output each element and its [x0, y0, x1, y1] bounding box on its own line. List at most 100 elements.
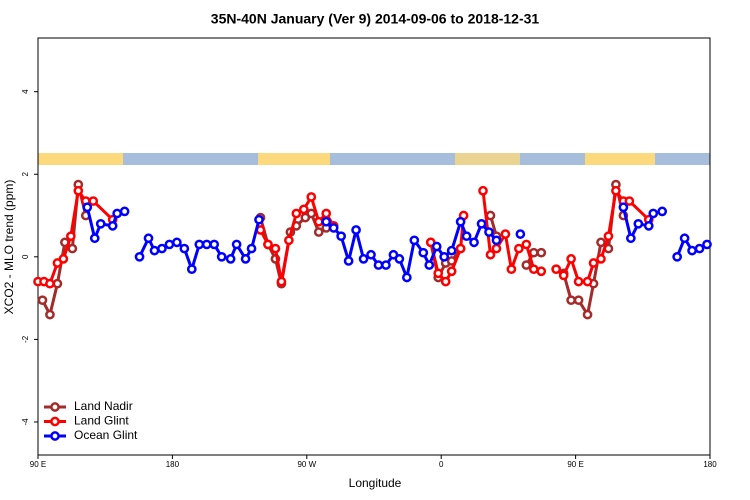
data-point [254, 214, 264, 225]
data-point [366, 249, 376, 260]
y-tick-label: 4 [21, 89, 30, 94]
data-point [358, 254, 369, 264]
data-point [588, 258, 599, 268]
data-point [45, 309, 55, 320]
data-point [439, 251, 450, 262]
data-point [582, 276, 593, 287]
data-point [566, 254, 576, 264]
map-strip [38, 153, 710, 165]
data-point [476, 218, 487, 229]
data-point [446, 266, 457, 277]
data-point [648, 208, 659, 219]
data-point [485, 249, 496, 260]
data-point [201, 239, 212, 250]
data-point [270, 243, 281, 254]
legend-marker [50, 402, 60, 412]
data-point [491, 243, 502, 254]
data-point [484, 227, 494, 237]
data-point [119, 206, 130, 217]
data-point [328, 223, 339, 233]
data-point [536, 266, 547, 277]
data-point [573, 276, 584, 287]
legend-label: Land Nadir [74, 399, 133, 413]
data-point [284, 235, 294, 246]
data-point [431, 241, 442, 252]
legend-label: Land Glint [74, 414, 129, 428]
x-tick-label: 180 [166, 460, 180, 469]
data-point [321, 216, 332, 227]
data-point [478, 185, 488, 196]
data-point [566, 295, 576, 306]
data-point [506, 264, 517, 275]
data-point [67, 243, 78, 254]
data-point [276, 276, 287, 287]
data-point [672, 251, 682, 262]
map-land [455, 153, 520, 165]
data-point [624, 196, 635, 206]
data-point [455, 216, 466, 227]
data-point [321, 208, 332, 219]
map-land [258, 153, 330, 165]
data-point [596, 237, 606, 248]
data-point [558, 270, 569, 281]
data-point [351, 225, 361, 235]
data-point [603, 231, 614, 242]
data-point [491, 235, 502, 246]
y-tick-label: -4 [21, 418, 30, 426]
data-point [618, 202, 629, 213]
data-point [66, 231, 76, 242]
x-tick-label: 90 E [567, 460, 583, 469]
data-point [573, 295, 584, 306]
data-point [611, 185, 621, 196]
data-point [164, 239, 175, 250]
data-point [107, 221, 118, 231]
data-point [263, 239, 273, 250]
data-point [469, 237, 479, 248]
data-point [172, 237, 182, 248]
map-ocean [38, 153, 710, 165]
data-point [240, 254, 251, 264]
data-point [45, 278, 55, 289]
data-point [694, 243, 705, 254]
data-point [306, 208, 317, 219]
x-tick-label: 0 [439, 460, 444, 469]
x-tick-label: 90 W [297, 460, 316, 469]
data-point [291, 208, 302, 219]
data-point [536, 247, 547, 258]
data-point [313, 216, 324, 227]
data-point [500, 229, 511, 239]
data-point [209, 239, 220, 250]
data-point [298, 204, 309, 215]
map-land [38, 153, 123, 165]
data-point [596, 254, 606, 264]
map-land [585, 153, 655, 165]
data-point [381, 260, 391, 270]
data-point [89, 233, 100, 244]
data-point [551, 264, 562, 275]
data-point [52, 278, 63, 289]
y-axis-label: XCO2 - MLO trend (ppm) [2, 180, 16, 315]
data-point [657, 206, 668, 217]
data-point [179, 243, 190, 254]
data-point [528, 247, 539, 258]
data-point [95, 218, 106, 229]
data-point [440, 276, 451, 287]
data-point [433, 268, 444, 279]
data-point [687, 245, 697, 256]
data-point [582, 309, 593, 320]
data-point [424, 260, 435, 270]
data-point [149, 245, 160, 256]
y-tick-label: 2 [21, 171, 30, 176]
data-point [112, 208, 122, 219]
data-point [143, 233, 154, 244]
data-point [455, 243, 466, 254]
data-point [313, 227, 324, 237]
data-point [702, 239, 712, 250]
x-tick-label: 90 E [30, 460, 46, 469]
data-point [515, 229, 526, 239]
data-point [88, 196, 99, 206]
data-point [58, 254, 69, 264]
data-point [306, 192, 317, 202]
legend-marker [50, 431, 60, 441]
